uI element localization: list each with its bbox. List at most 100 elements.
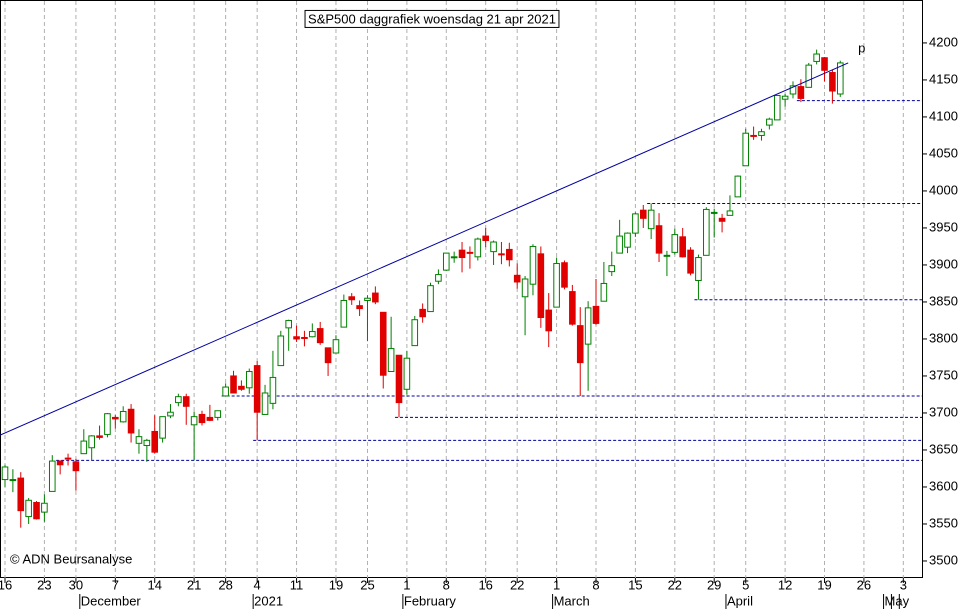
candle-body: [403, 357, 411, 390]
x-tick-label: 30: [69, 577, 83, 592]
x-tick-label: 22: [510, 577, 524, 592]
candle-body: [143, 439, 151, 447]
candle-body: [655, 225, 663, 254]
candle-body: [537, 253, 545, 318]
month-label: 2021: [254, 593, 283, 608]
candle-body: [277, 335, 285, 367]
candle-body: [332, 339, 340, 354]
candle-body: [829, 72, 836, 92]
y-tick-label: 3900: [929, 256, 958, 271]
y-tick-label: 3950: [929, 219, 958, 234]
candle-body: [72, 461, 80, 472]
candle-body: [513, 274, 521, 283]
y-tick-label: 3800: [929, 330, 958, 345]
candle-body: [569, 291, 576, 325]
candle-body: [647, 209, 655, 230]
candle-body: [293, 336, 300, 340]
x-tick-label: 1: [403, 577, 410, 592]
candle-body: [545, 309, 553, 332]
candle-body: [821, 57, 828, 71]
candle-body: [48, 460, 56, 492]
x-tick-label: 14: [147, 577, 161, 592]
candle-body: [112, 416, 119, 420]
candle-body: [773, 94, 781, 121]
candle-body: [592, 305, 600, 324]
candle-body: [608, 265, 616, 273]
candle-body: [379, 311, 387, 376]
candle-body: [466, 251, 474, 254]
copyright: © ADN Beursanalyse: [10, 551, 132, 566]
x-tick-label: 26: [857, 577, 871, 592]
x-tick-label: 15: [628, 577, 642, 592]
candle-body: [190, 416, 198, 426]
candle-body: [182, 396, 190, 407]
x-tick-label: 16: [478, 577, 492, 592]
candle-body: [214, 410, 222, 418]
candle-body: [789, 85, 797, 95]
candle-body: [750, 134, 757, 137]
x-tick-label: 8: [592, 577, 599, 592]
candle-body: [616, 235, 623, 254]
candle-body: [663, 254, 671, 257]
x-tick-label: 28: [218, 577, 232, 592]
candle-body: [498, 253, 505, 256]
candle-body: [238, 385, 245, 390]
candle-body: [411, 319, 419, 347]
candle-body: [96, 435, 103, 438]
candle-body: [261, 392, 269, 415]
candle-body: [64, 457, 72, 460]
y-tick-label: 4050: [929, 145, 958, 160]
y-tick-label: 4200: [929, 34, 958, 49]
y-tick-label: 4150: [929, 71, 958, 86]
y-tick-label: 3850: [929, 293, 958, 308]
candle-body: [553, 262, 560, 308]
candle-body: [490, 241, 497, 253]
candle-body: [419, 308, 426, 318]
candle-body: [624, 232, 631, 248]
month-label: April: [727, 593, 753, 608]
x-tick-label: 8: [443, 577, 450, 592]
candle-body: [442, 252, 450, 271]
candle-body: [269, 376, 277, 404]
candle-body: [159, 416, 166, 439]
candle-body: [805, 64, 813, 88]
x-tick-label: 29: [707, 577, 721, 592]
candle-body: [316, 328, 324, 344]
candle-body: [671, 234, 679, 253]
candle-body: [529, 245, 537, 285]
x-tick-label: 7: [112, 577, 119, 592]
chart-title: S&P500 daggrafiek woensdag 21 apr 2021: [308, 11, 556, 26]
candle-body: [797, 86, 805, 99]
candle-body: [458, 249, 466, 259]
candle-body: [703, 208, 710, 256]
candle-body: [17, 477, 25, 512]
y-tick-label: 3500: [929, 552, 958, 567]
candle-body: [135, 436, 143, 444]
candle-body: [301, 336, 308, 339]
candle-body: [836, 62, 844, 95]
y-tick-label: 3650: [929, 441, 958, 456]
y-tick-label: 4100: [929, 108, 958, 123]
candle-body: [222, 386, 229, 397]
x-tick-label: 16: [0, 577, 12, 592]
candle-body: [639, 209, 647, 219]
candle-body: [435, 274, 442, 282]
candle-body: [285, 319, 292, 329]
candle-body: [324, 347, 332, 364]
candle-body: [198, 413, 206, 424]
candle-body: [766, 118, 773, 126]
x-tick-label: 1: [553, 577, 560, 592]
candle-body: [41, 502, 48, 513]
candle-body: [175, 396, 182, 404]
candle-body: [781, 95, 789, 100]
x-tick-label: 23: [37, 577, 51, 592]
candle-body: [742, 132, 750, 167]
candle-body: [230, 375, 237, 394]
candle-body: [167, 411, 174, 417]
month-label: March: [554, 593, 590, 608]
candle-body: [119, 410, 127, 423]
y-tick-label: 3750: [929, 367, 958, 382]
x-tick-label: 19: [817, 577, 831, 592]
candle-body: [206, 416, 214, 421]
